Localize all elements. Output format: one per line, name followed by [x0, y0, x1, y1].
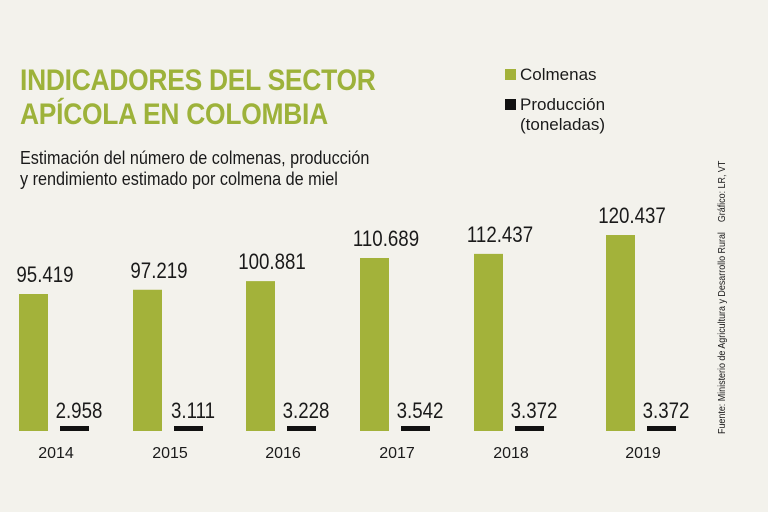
colmenas-value-label: 112.437: [467, 224, 533, 248]
produccion-value-label: 3.372: [643, 400, 690, 424]
colmenas-value-label: 97.219: [130, 259, 187, 283]
year-tick-label: 2014: [38, 445, 74, 462]
legend-produccion: Producción (toneladas): [505, 95, 605, 135]
colmenas-bar: [606, 235, 635, 431]
colmenas-bar: [474, 253, 503, 431]
produccion-value-label: 2.958: [56, 400, 103, 424]
colmenas-bar: [19, 294, 48, 431]
legend-swatch-black: [505, 99, 516, 110]
year-tick-label: 2017: [379, 445, 415, 462]
produccion-value-label: 3.228: [283, 400, 330, 424]
year-tick-label: 2016: [265, 445, 301, 462]
year-tick-label: 2018: [493, 445, 529, 462]
colmenas-value-label: 120.437: [598, 205, 666, 229]
produccion-value-label: 3.372: [511, 400, 558, 424]
produccion-bar: [647, 426, 676, 431]
colmenas-bar: [246, 281, 275, 431]
produccion-bar: [174, 426, 203, 431]
colmenas-value-label: 110.689: [353, 228, 419, 252]
produccion-bar: [287, 426, 316, 431]
produccion-value-label: 3.542: [397, 400, 444, 424]
chart-subtitle: Estimación del número de colmenas, produ…: [20, 148, 370, 189]
colmenas-bar: [133, 289, 162, 431]
legend-swatch-green: [505, 69, 516, 80]
produccion-bar: [515, 426, 544, 431]
produccion-bar: [401, 426, 430, 431]
year-tick-label: 2019: [625, 445, 661, 462]
legend-colmenas: Colmenas: [505, 65, 597, 85]
colmenas-bar: [360, 257, 389, 431]
year-tick-label: 2015: [152, 445, 188, 462]
chart-title: INDICADORES DEL SECTOR APÍCOLA EN COLOMBI…: [20, 64, 376, 131]
colmenas-value-label: 100.881: [238, 251, 306, 275]
produccion-value-label: 3.111: [171, 400, 215, 424]
colmenas-value-label: 95.419: [16, 264, 73, 288]
produccion-bar: [60, 426, 89, 431]
